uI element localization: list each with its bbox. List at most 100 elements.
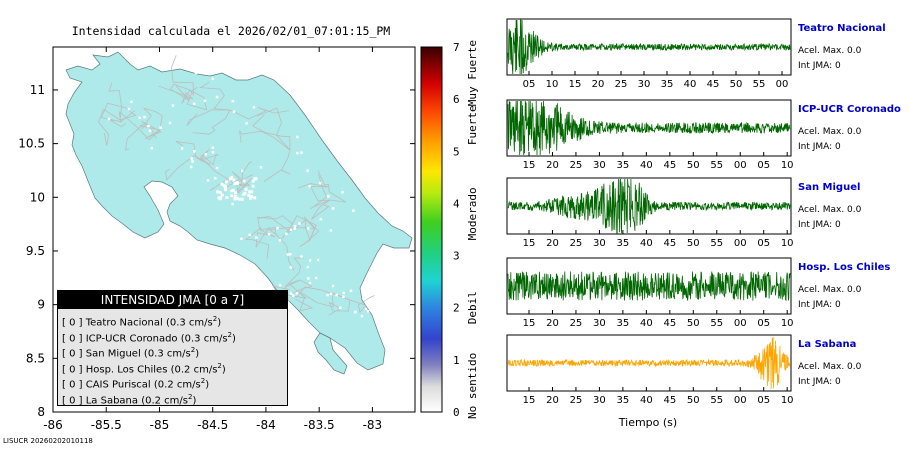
waveform-tick-label: 05	[523, 79, 536, 90]
station-info: Hosp. Los Chiles Acel. Max. 0.0 Int JMA: 0	[798, 262, 908, 310]
legend-entry: [ 0 ] San Miguel (0.3 cm/s2)	[58, 343, 287, 359]
legend-entry-accel: (0.2 cm/s	[153, 379, 201, 391]
town-marker	[251, 179, 255, 183]
town-marker	[241, 169, 244, 173]
town-marker	[224, 186, 227, 190]
station-accel-max: Acel. Max. 0.0	[798, 127, 862, 137]
town-marker	[233, 182, 237, 186]
waveform-tick-label: 00	[776, 79, 789, 90]
legend-entry-accel: (0.3 cm/s	[143, 348, 191, 360]
legend-entry-station: San Miguel	[85, 348, 141, 360]
map-x-tick-label: -83.5	[304, 418, 335, 432]
legend-entry-intensity: [ 0 ]	[62, 332, 83, 344]
town-marker	[326, 293, 329, 297]
waveform-tick-label: 05	[757, 318, 770, 329]
town-marker	[342, 291, 345, 295]
intensity-legend: INTENSIDAD JMA [0 a 7] [ 0 ] Teatro Naci…	[57, 290, 288, 406]
legend-entry-unit-exponent: 2	[227, 330, 233, 339]
town-marker	[193, 150, 196, 153]
waveform-tick-label: 20	[546, 318, 559, 329]
town-marker	[215, 166, 219, 170]
legend-title: INTENSIDAD JMA [0 a 7]	[58, 291, 287, 309]
town-marker	[278, 284, 282, 287]
town-marker	[308, 259, 312, 262]
waveform-tick-label: 35	[661, 79, 674, 90]
town-marker	[138, 116, 141, 119]
waveform-tick-label: 55	[710, 238, 723, 249]
town-marker	[314, 276, 318, 280]
road-line	[107, 118, 127, 128]
town-marker	[206, 179, 210, 182]
road-line	[295, 286, 351, 301]
town-marker	[354, 310, 357, 314]
town-marker	[276, 226, 279, 230]
town-marker	[127, 107, 131, 111]
town-marker	[204, 153, 207, 156]
road-line	[256, 107, 291, 151]
colorbar-category-label: Moderado	[466, 187, 479, 240]
legend-entry-station: Hosp. Los Chiles	[85, 363, 168, 375]
road-line	[199, 81, 231, 111]
station-accel-max: Acel. Max. 0.0	[798, 362, 862, 372]
town-marker	[168, 121, 172, 125]
legend-entry-station: ICP-UCR Coronado	[85, 332, 178, 344]
town-marker	[329, 292, 333, 296]
waveform-tick-label: 50	[687, 395, 700, 406]
station-int-jma: Int JMA: 0	[798, 377, 841, 387]
waveform-tick-label: 40	[640, 318, 653, 329]
station-info: ICP-UCR Coronado Acel. Max. 0.0 Int JMA: 0	[798, 104, 908, 152]
legend-entry-station: CAIS Puriscal	[85, 379, 151, 391]
legend-entry-close: )	[195, 348, 200, 360]
waveform-tick-label: 25	[570, 318, 583, 329]
road-line	[125, 123, 161, 151]
town-marker	[230, 189, 233, 193]
waveform-tick-label: 10	[781, 395, 794, 406]
legend-entry-intensity: [ 0 ]	[62, 348, 83, 360]
waveform-tick-label: 25	[570, 160, 583, 171]
town-marker	[194, 71, 198, 75]
town-marker	[254, 177, 258, 181]
town-marker	[215, 95, 219, 99]
town-markers	[107, 70, 378, 318]
town-marker	[214, 177, 217, 180]
town-marker	[370, 308, 373, 312]
waveform-tick-label: 35	[617, 318, 630, 329]
town-marker	[211, 77, 214, 80]
town-marker	[319, 218, 323, 221]
legend-entry-close: )	[221, 363, 226, 375]
town-marker	[278, 239, 282, 242]
legend-entry-unit-exponent: 2	[212, 315, 218, 323]
town-marker	[255, 236, 258, 239]
road-line	[199, 154, 219, 166]
legend-entry-accel: (0.2 cm/s	[141, 394, 189, 406]
road-line	[252, 114, 291, 151]
waveform-tick-label: 10	[781, 238, 794, 249]
town-marker	[159, 126, 162, 129]
town-marker	[242, 192, 246, 196]
town-marker	[251, 184, 255, 188]
waveform-tick-label: 20	[592, 79, 605, 90]
colorbar-tick-label: 4	[453, 197, 460, 210]
waveform-tick-label: 10	[781, 160, 794, 171]
station-int-jma: Int JMA: 0	[798, 61, 841, 71]
legend-entry-station: Teatro Nacional	[85, 317, 163, 329]
town-marker	[352, 209, 355, 212]
road-line	[258, 215, 317, 241]
legend-entry-close: )	[217, 317, 222, 329]
town-marker	[349, 289, 353, 293]
town-marker	[220, 193, 224, 197]
waveform-tick-label: 50	[687, 238, 700, 249]
station-name: ICP-UCR Coronado	[798, 104, 901, 115]
waveform-panel: 05 10 15 20 25 30 35 40 45 50 55 00	[506, 18, 792, 90]
waveform-tick-label: 05	[757, 160, 770, 171]
town-marker	[307, 227, 310, 230]
town-marker	[244, 187, 248, 191]
town-marker	[220, 182, 224, 186]
legend-entry: [ 0 ] Hosp. Los Chiles (0.2 cm/s2)	[58, 359, 287, 375]
town-marker	[329, 229, 333, 232]
road-line	[192, 109, 231, 135]
town-marker	[240, 197, 244, 201]
road-line	[158, 85, 194, 104]
town-marker	[150, 146, 154, 150]
colorbar-tick-label: 2	[453, 302, 460, 315]
